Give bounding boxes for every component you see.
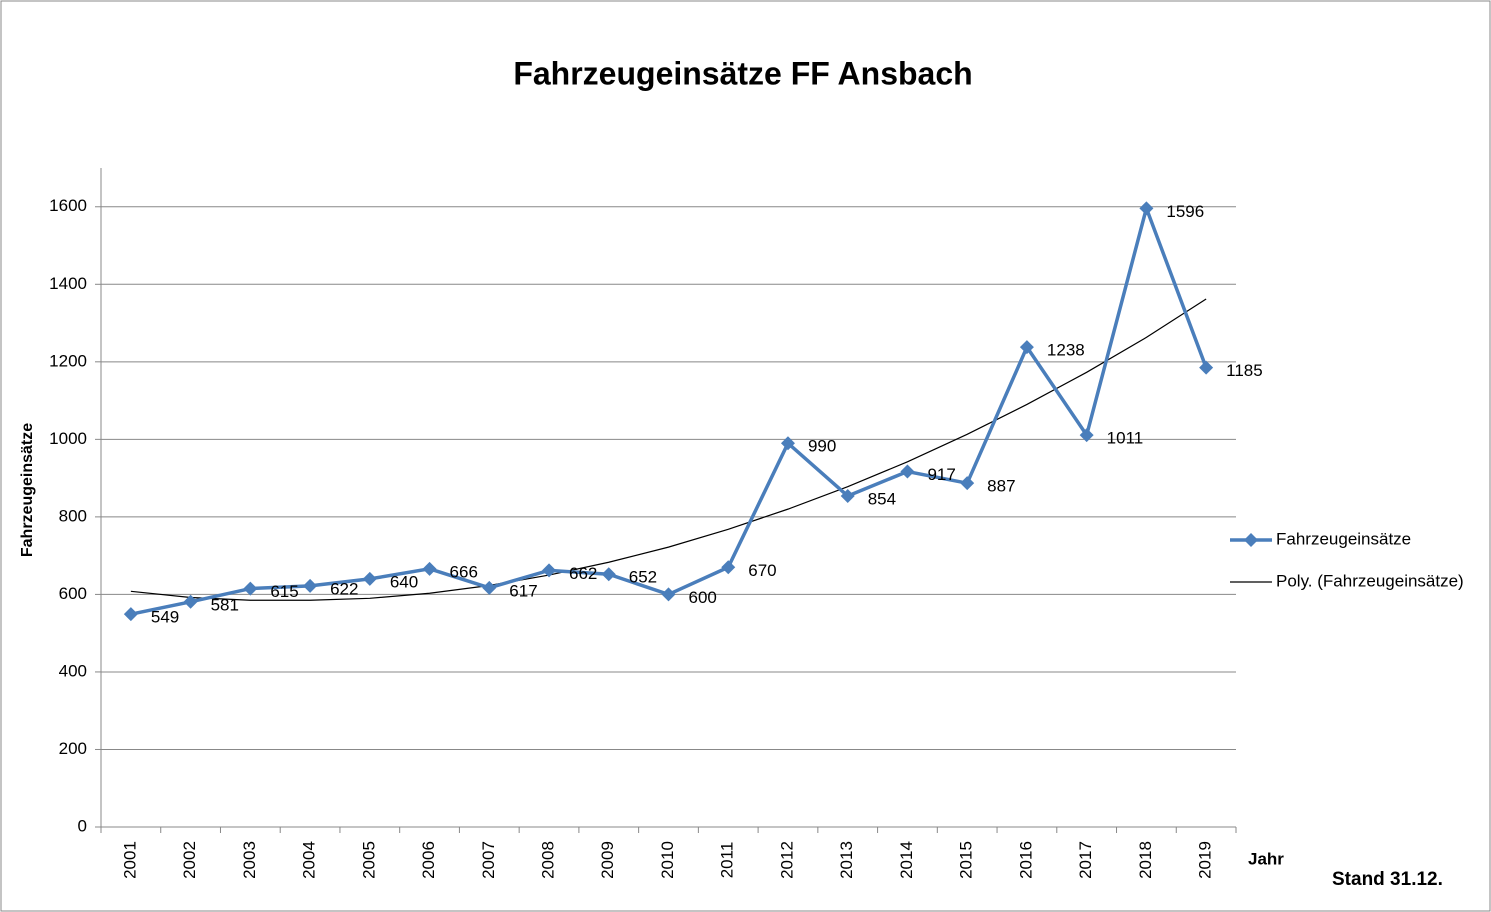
- y-axis-label: Fahrzeugeinsätze: [19, 423, 36, 557]
- data-label: 581: [211, 595, 239, 614]
- data-label: 670: [748, 561, 776, 580]
- y-tick-label: 800: [59, 506, 87, 525]
- marker: [123, 607, 138, 622]
- x-tick-label: 2013: [837, 841, 856, 879]
- legend-label: Fahrzeugeinsätze: [1276, 529, 1411, 548]
- legend-marker: [1244, 533, 1258, 547]
- marker: [243, 581, 258, 596]
- marker: [303, 578, 318, 593]
- data-label: 1238: [1047, 341, 1085, 360]
- data-label: 640: [390, 572, 418, 591]
- chart-title: Fahrzeugeinsätze FF Ansbach: [513, 55, 972, 91]
- marker: [482, 580, 497, 595]
- x-tick-label: 2016: [1016, 841, 1035, 879]
- x-tick-label: 2019: [1196, 841, 1215, 879]
- data-label: 990: [808, 437, 836, 456]
- data-label: 652: [629, 568, 657, 587]
- data-label: 600: [689, 588, 717, 607]
- marker: [362, 571, 377, 586]
- y-tick-label: 200: [59, 739, 87, 758]
- marker: [1199, 360, 1214, 375]
- data-label: 1596: [1166, 202, 1204, 221]
- data-label: 854: [868, 489, 896, 508]
- data-label: 549: [151, 608, 179, 627]
- data-label: 615: [270, 582, 298, 601]
- marker: [661, 587, 676, 602]
- y-tick-label: 1400: [49, 274, 87, 293]
- y-tick-label: 1000: [49, 429, 87, 448]
- y-tick-label: 600: [59, 584, 87, 603]
- x-tick-label: 2002: [180, 841, 199, 879]
- x-tick-label: 2014: [897, 841, 916, 879]
- marker: [780, 436, 795, 451]
- y-tick-label: 0: [78, 816, 87, 835]
- x-tick-label: 2001: [120, 841, 139, 879]
- y-tick-label: 1600: [49, 196, 87, 215]
- x-tick-label: 2017: [1076, 841, 1095, 879]
- x-tick-label: 2011: [718, 842, 737, 879]
- data-label: 917: [927, 465, 955, 484]
- marker: [1019, 340, 1034, 355]
- marker: [183, 594, 198, 609]
- marker: [542, 563, 557, 578]
- data-label: 666: [450, 562, 478, 581]
- trend-line: [130, 298, 1207, 601]
- marker: [422, 561, 437, 576]
- y-tick-label: 1200: [49, 351, 87, 370]
- x-tick-label: 2018: [1136, 841, 1155, 879]
- x-tick-label: 2010: [658, 841, 677, 879]
- x-tick-label: 2005: [359, 841, 378, 879]
- marker: [1139, 201, 1154, 216]
- x-axis-label: Jahr: [1248, 849, 1284, 868]
- marker: [601, 567, 616, 582]
- legend-label: Poly. (Fahrzeugeinsätze): [1276, 571, 1464, 590]
- x-tick-label: 2007: [479, 841, 498, 879]
- data-label: 622: [330, 579, 358, 598]
- marker: [721, 560, 736, 575]
- data-label: 662: [569, 564, 597, 583]
- marker: [900, 464, 915, 479]
- marker: [840, 488, 855, 503]
- x-tick-label: 2012: [777, 841, 796, 879]
- y-tick-label: 400: [59, 661, 87, 680]
- data-label: 1011: [1107, 429, 1144, 448]
- data-label: 617: [509, 581, 537, 600]
- marker: [960, 476, 975, 491]
- x-tick-label: 2006: [419, 841, 438, 879]
- data-label: 1185: [1226, 361, 1263, 380]
- data-label: 887: [987, 477, 1015, 496]
- annotation: Stand 31.12.: [1332, 869, 1443, 890]
- x-tick-label: 2008: [539, 841, 558, 879]
- x-tick-label: 2015: [957, 841, 976, 879]
- x-tick-label: 2004: [300, 841, 319, 879]
- x-tick-label: 2003: [240, 841, 259, 879]
- x-tick-label: 2009: [598, 841, 617, 879]
- marker: [1079, 428, 1094, 443]
